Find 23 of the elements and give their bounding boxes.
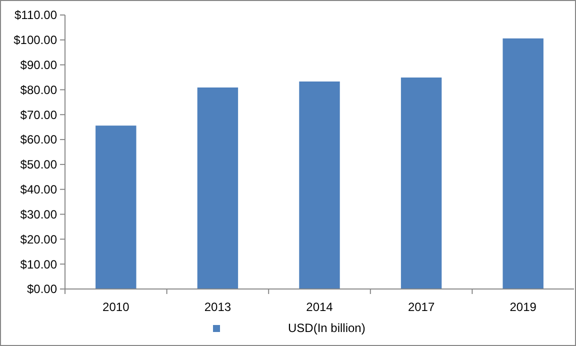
bar — [400, 78, 442, 289]
bar — [299, 82, 340, 289]
x-tick-label: 2019 — [510, 300, 537, 314]
x-tick-label: 2014 — [306, 300, 334, 314]
x-tick-label: 2010 — [102, 300, 130, 314]
y-tick-label: $0.00 — [26, 282, 58, 296]
y-tick-label: $80.00 — [20, 82, 58, 97]
bar — [197, 87, 238, 289]
y-tick-label: $10.00 — [20, 257, 58, 272]
y-tick-label: $30.00 — [20, 207, 58, 222]
y-tick-label: $110.00 — [14, 8, 58, 22]
y-tick-label: $100.00 — [14, 33, 58, 48]
y-tick-label: $40.00 — [20, 182, 58, 197]
x-tick-label: 2017 — [408, 300, 435, 314]
x-tick-label: 2013 — [204, 300, 232, 314]
y-tick-label: $60.00 — [20, 132, 58, 147]
bar — [502, 38, 544, 289]
bar — [96, 126, 136, 289]
y-tick-label: $50.00 — [20, 158, 58, 172]
y-tick-label: $20.00 — [20, 232, 58, 246]
y-tick-label: $90.00 — [20, 58, 58, 72]
y-tick-label: $70.00 — [20, 108, 58, 122]
text: USD(In billion) — [288, 321, 366, 335]
